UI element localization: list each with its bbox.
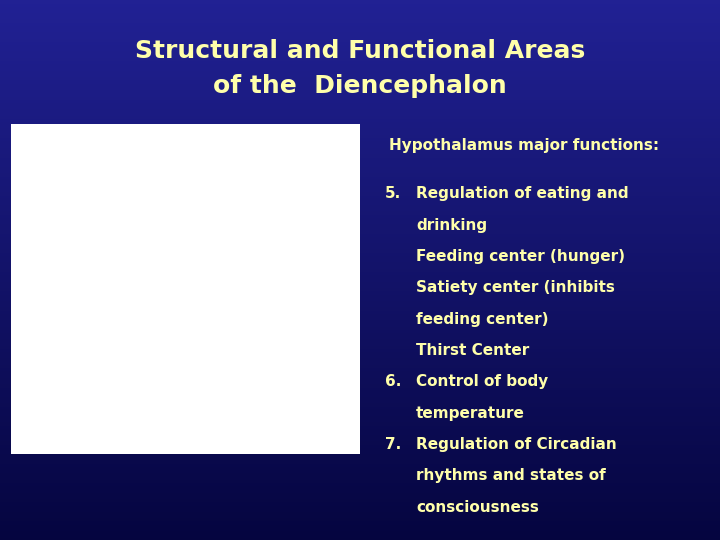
Text: temperature: temperature: [416, 406, 525, 421]
Text: Regulation of Circadian: Regulation of Circadian: [416, 437, 617, 452]
Text: Thirst Center: Thirst Center: [416, 343, 529, 358]
Text: drinking: drinking: [416, 218, 487, 233]
Text: feeding center): feeding center): [416, 312, 549, 327]
Text: consciousness: consciousness: [416, 500, 539, 515]
Text: Hypothalamus major functions:: Hypothalamus major functions:: [389, 138, 659, 153]
Text: 7.: 7.: [385, 437, 402, 452]
Text: Control of body: Control of body: [416, 374, 549, 389]
Text: Structural and Functional Areas: Structural and Functional Areas: [135, 39, 585, 63]
Text: 5.: 5.: [385, 186, 402, 201]
Text: Regulation of eating and: Regulation of eating and: [416, 186, 629, 201]
Text: of the  Diencephalon: of the Diencephalon: [213, 75, 507, 98]
Bar: [11, 124, 360, 454]
Text: Satiety center (inhibits: Satiety center (inhibits: [416, 280, 615, 295]
Text: Feeding center (hunger): Feeding center (hunger): [416, 249, 625, 264]
Text: 6.: 6.: [385, 374, 402, 389]
Text: rhythms and states of: rhythms and states of: [416, 468, 606, 483]
